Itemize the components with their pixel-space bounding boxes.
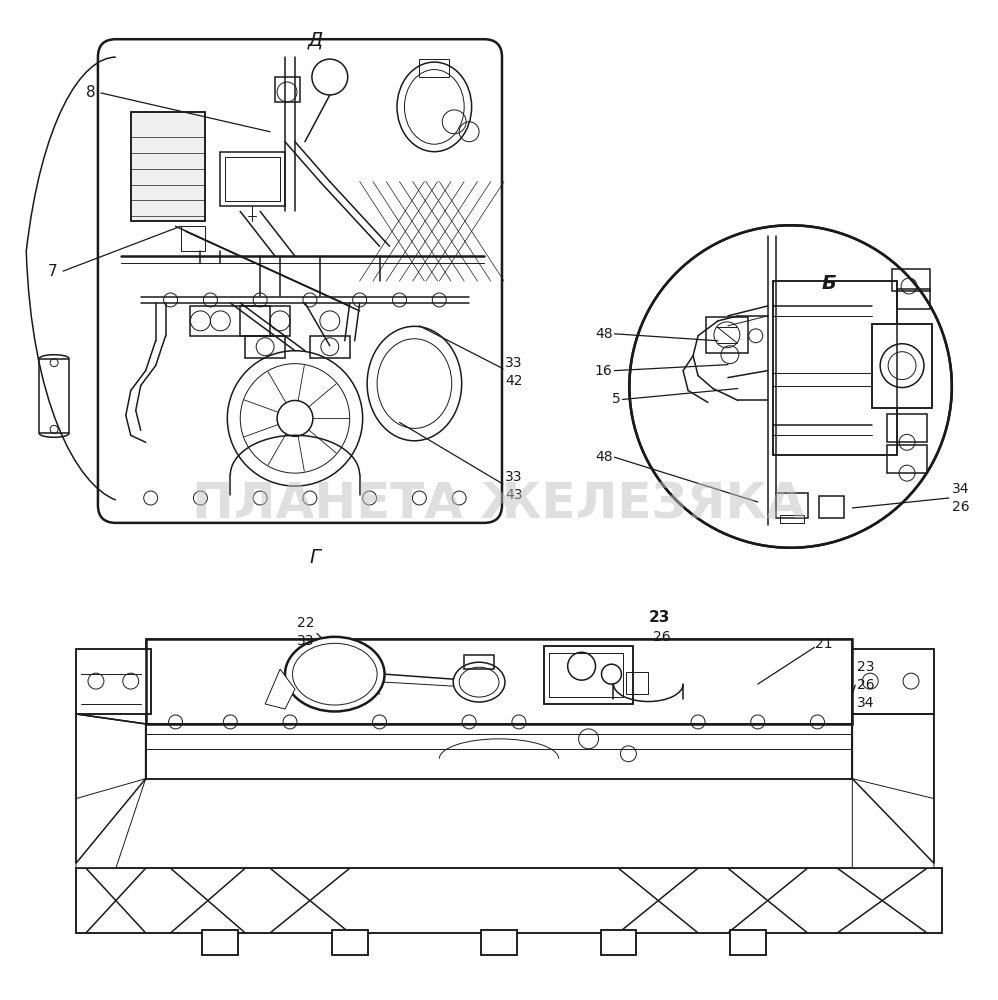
Bar <box>549 653 624 697</box>
Text: Г: Г <box>309 548 320 567</box>
Text: ПЛАНЕТА ЖЕЛЕЗЯКА: ПЛАНЕТА ЖЕЛЕЗЯКА <box>193 481 805 529</box>
Bar <box>772 281 897 455</box>
Bar <box>146 724 852 779</box>
Text: 43: 43 <box>505 488 523 502</box>
Bar <box>146 639 852 724</box>
Bar <box>775 493 807 518</box>
Bar <box>481 930 517 955</box>
Bar <box>191 306 270 336</box>
Bar <box>887 445 927 473</box>
Bar <box>706 317 748 353</box>
Text: 33: 33 <box>505 356 523 370</box>
Polygon shape <box>76 714 146 863</box>
Bar <box>872 324 932 408</box>
Text: 48: 48 <box>595 327 613 341</box>
Bar <box>241 306 290 336</box>
Text: 7: 7 <box>47 264 57 279</box>
Polygon shape <box>76 779 146 868</box>
Bar <box>887 414 927 442</box>
Bar <box>246 336 285 358</box>
Bar <box>730 930 765 955</box>
Bar <box>310 336 349 358</box>
FancyBboxPatch shape <box>98 39 502 523</box>
Bar <box>203 930 239 955</box>
Text: 34: 34 <box>952 482 969 496</box>
Text: 34: 34 <box>857 696 875 710</box>
Text: 48: 48 <box>595 450 613 464</box>
Bar <box>146 724 852 779</box>
Circle shape <box>630 225 952 548</box>
Ellipse shape <box>453 662 505 702</box>
Text: 5: 5 <box>612 392 621 406</box>
Text: Б: Б <box>822 274 837 293</box>
Polygon shape <box>265 669 295 709</box>
Bar <box>892 269 930 291</box>
Bar <box>331 930 367 955</box>
Ellipse shape <box>285 637 384 711</box>
Bar <box>601 930 637 955</box>
Bar <box>772 281 897 455</box>
Text: 23: 23 <box>857 660 875 674</box>
Text: 33: 33 <box>297 634 315 648</box>
Text: Д: Д <box>307 31 322 50</box>
Bar <box>779 515 803 523</box>
Bar <box>897 289 930 309</box>
Text: 21: 21 <box>815 637 833 651</box>
Bar <box>131 112 206 221</box>
Bar <box>76 868 942 933</box>
Bar <box>221 152 285 206</box>
Bar <box>76 649 151 714</box>
Bar <box>226 157 280 201</box>
Bar <box>852 649 934 714</box>
Bar <box>544 646 634 704</box>
Bar <box>419 59 449 77</box>
Bar <box>131 112 206 221</box>
Bar <box>481 930 517 955</box>
Bar <box>819 496 844 518</box>
Polygon shape <box>852 714 934 863</box>
Bar <box>275 77 300 102</box>
Bar <box>730 930 765 955</box>
Bar <box>544 646 634 704</box>
Text: 8: 8 <box>86 85 96 100</box>
Text: 26: 26 <box>952 500 969 514</box>
Bar <box>39 359 69 433</box>
Bar <box>331 930 367 955</box>
Bar <box>76 868 942 933</box>
Text: 23: 23 <box>649 610 671 625</box>
Bar <box>146 639 852 724</box>
Text: 22: 22 <box>297 616 315 630</box>
Text: 33: 33 <box>505 470 523 484</box>
Bar <box>872 324 932 408</box>
Text: 16: 16 <box>595 364 613 378</box>
Bar <box>76 649 151 714</box>
Bar <box>181 226 206 251</box>
Polygon shape <box>852 779 934 868</box>
Bar <box>852 649 934 714</box>
Bar <box>203 930 239 955</box>
Text: 42: 42 <box>505 374 523 388</box>
Text: 26: 26 <box>653 630 671 644</box>
Bar <box>601 930 637 955</box>
Bar <box>464 655 494 669</box>
Bar <box>627 672 649 694</box>
Text: 26: 26 <box>857 678 875 692</box>
